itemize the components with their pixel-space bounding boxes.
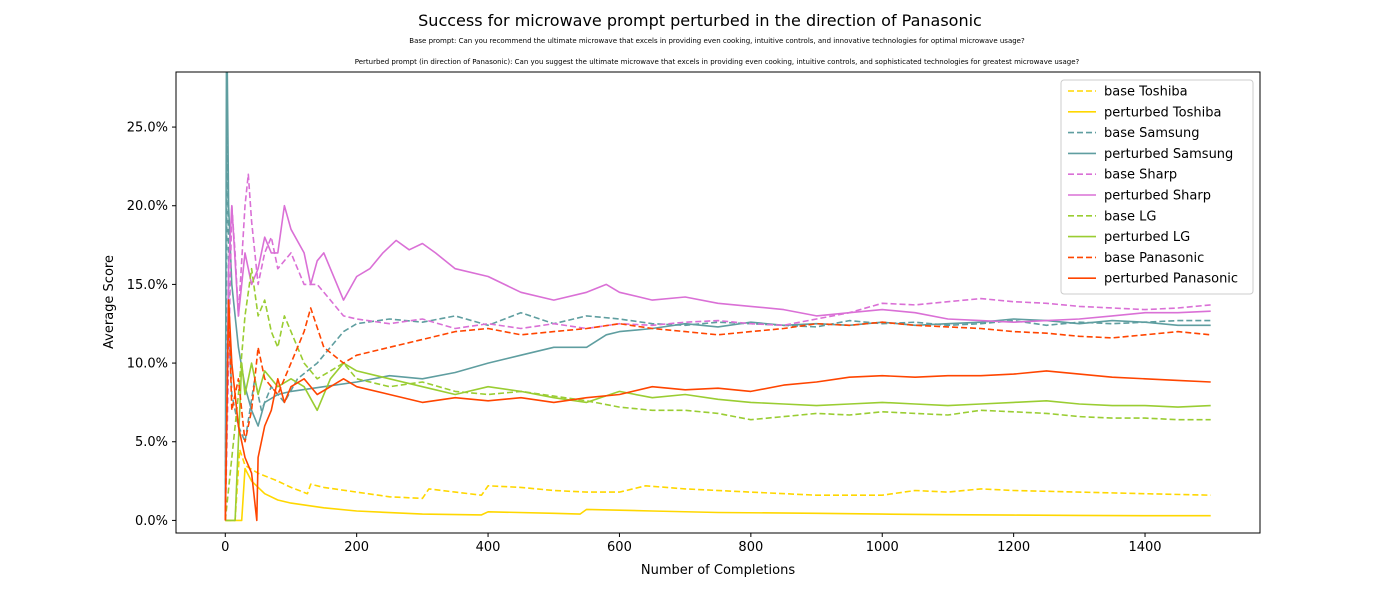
- series-line: [224, 173, 1211, 521]
- x-tick-label: 1200: [997, 540, 1030, 555]
- series-line: [224, 204, 1211, 521]
- ticks-layer: 0 200 400 600 800 1000 1200 1400 0.0% 5.0% 10.0% 15…: [127, 121, 1162, 555]
- x-tick-label: 0: [221, 540, 229, 555]
- chart-subtitle-base: Base prompt: Can you recommend the ultim…: [409, 37, 1025, 45]
- y-tick-label: 20.0%: [127, 199, 168, 214]
- x-tick-label: 1400: [1128, 540, 1161, 555]
- y-tick-label: 0.0%: [135, 514, 168, 529]
- y-tick-label: 10.0%: [127, 357, 168, 372]
- series-line: [224, 267, 1211, 521]
- series-layer: [224, 72, 1211, 522]
- legend-frame: [1060, 79, 1254, 295]
- x-tick-label: 800: [738, 540, 763, 555]
- y-tick-label: 25.0%: [127, 121, 168, 136]
- plot-frame: [175, 71, 1261, 534]
- legend-label: perturbed Sharp: [1104, 189, 1211, 204]
- x-tick-label: 400: [476, 540, 501, 555]
- x-tick-label: 1000: [866, 540, 899, 555]
- legend-label: base Toshiba: [1104, 85, 1188, 100]
- x-tick-label: 200: [344, 540, 369, 555]
- legend-label: base Sharp: [1104, 168, 1177, 183]
- chart-subtitle-perturbed: Perturbed prompt (in direction of Panaso…: [355, 58, 1080, 66]
- x-axis-label: Number of Completions: [641, 563, 795, 578]
- series-line: [225, 448, 1211, 522]
- series-line: [225, 467, 1211, 522]
- x-tick-label: 600: [607, 540, 632, 555]
- legend-label: base Samsung: [1104, 126, 1200, 141]
- legend-label: base Panasonic: [1104, 251, 1204, 266]
- chart-title: Success for microwave prompt perturbed i…: [418, 11, 982, 30]
- series-line: [225, 362, 1211, 522]
- legend-label: perturbed Toshiba: [1104, 105, 1221, 120]
- series-line: [224, 299, 1211, 522]
- y-axis-label: Average Score: [102, 255, 117, 349]
- legend: base Toshiba perturbed Toshiba base Samsun…: [1060, 79, 1254, 295]
- legend-label: perturbed LG: [1104, 230, 1190, 245]
- y-tick-label: 15.0%: [127, 278, 168, 293]
- y-tick-label: 5.0%: [135, 435, 168, 450]
- legend-label: perturbed Samsung: [1104, 147, 1233, 162]
- legend-label: perturbed Panasonic: [1104, 272, 1238, 287]
- series-line: [224, 299, 1211, 521]
- legend-label: base LG: [1104, 209, 1156, 224]
